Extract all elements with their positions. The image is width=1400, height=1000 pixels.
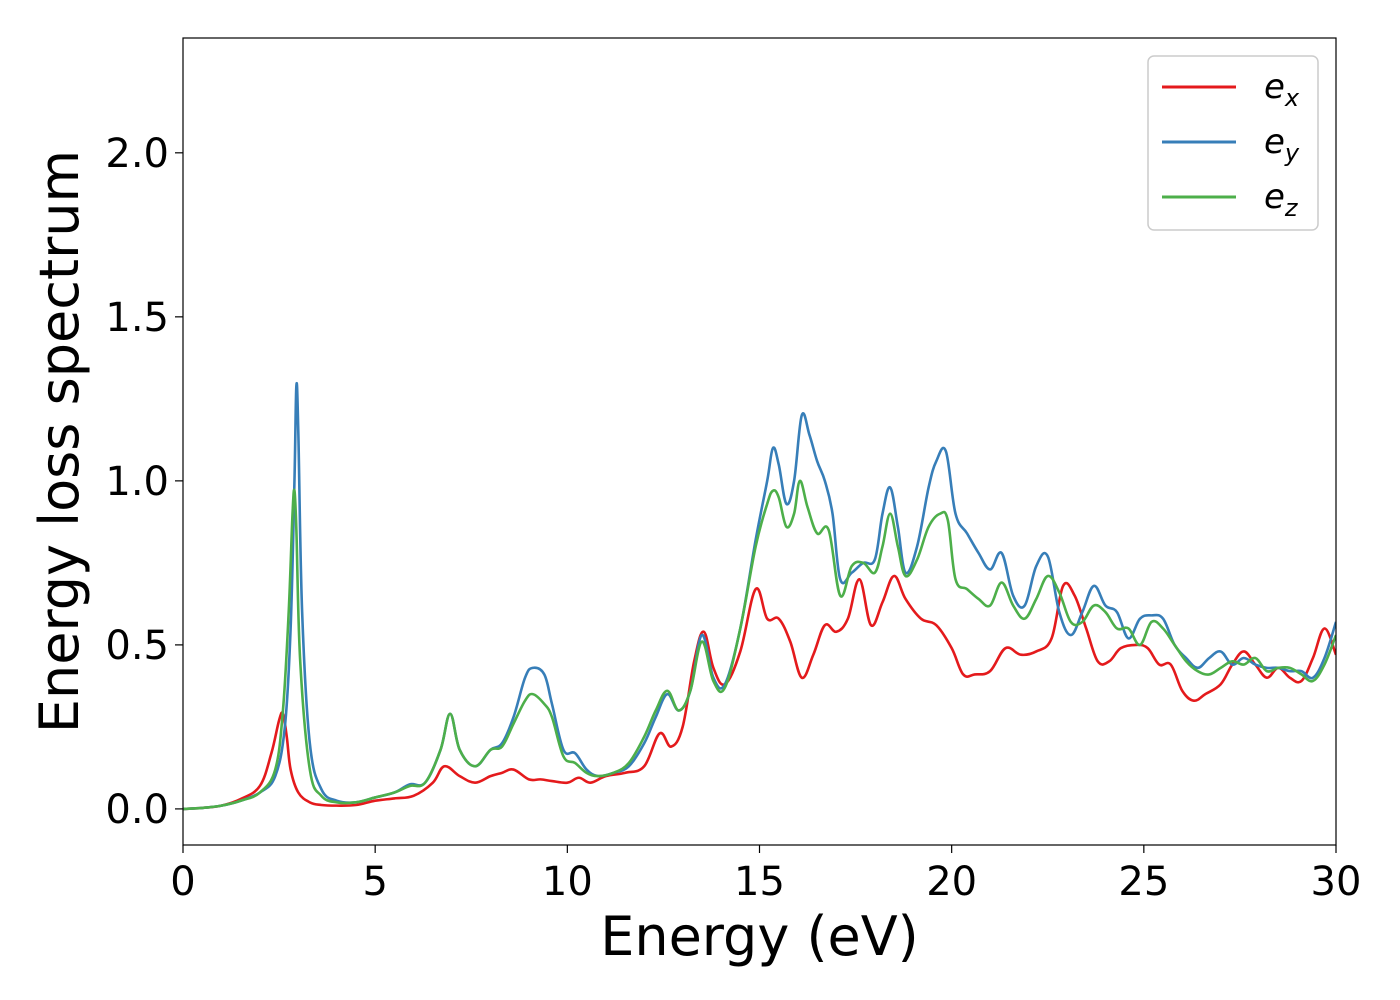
x-tick-label: 25: [1118, 859, 1169, 905]
x-tick-label: 15: [734, 859, 785, 905]
series-line-ez: [183, 479, 1336, 811]
y-tick-label: 0.5: [105, 623, 169, 669]
y-tick-label: 1.5: [105, 295, 169, 341]
y-axis-label: Energy loss spectrum: [28, 150, 91, 733]
x-axis: 0 5 10 15 20 25 30: [170, 845, 1361, 905]
x-tick-label: 0: [170, 859, 195, 905]
series-line-ex: [183, 574, 1336, 811]
legend-entry-ex: ex: [1264, 67, 1300, 112]
x-tick-label: 5: [362, 859, 387, 905]
x-tick-label: 10: [542, 859, 593, 905]
x-axis-label: Energy (eV): [600, 905, 919, 968]
legend: ex ey ez: [1147, 55, 1319, 231]
legend-entry-ez: ez: [1264, 177, 1299, 222]
legend-entry-ey: ey: [1264, 122, 1300, 167]
y-tick-label: 1.0: [105, 459, 169, 505]
y-tick-label: 0.0: [105, 787, 169, 833]
x-tick-label: 20: [926, 859, 977, 905]
x-tick-label: 30: [1311, 859, 1362, 905]
y-tick-label: 2.0: [105, 131, 169, 177]
y-axis: 0.0 0.5 1.0 1.5 2.0: [105, 131, 183, 833]
series-layer: [183, 382, 1336, 811]
